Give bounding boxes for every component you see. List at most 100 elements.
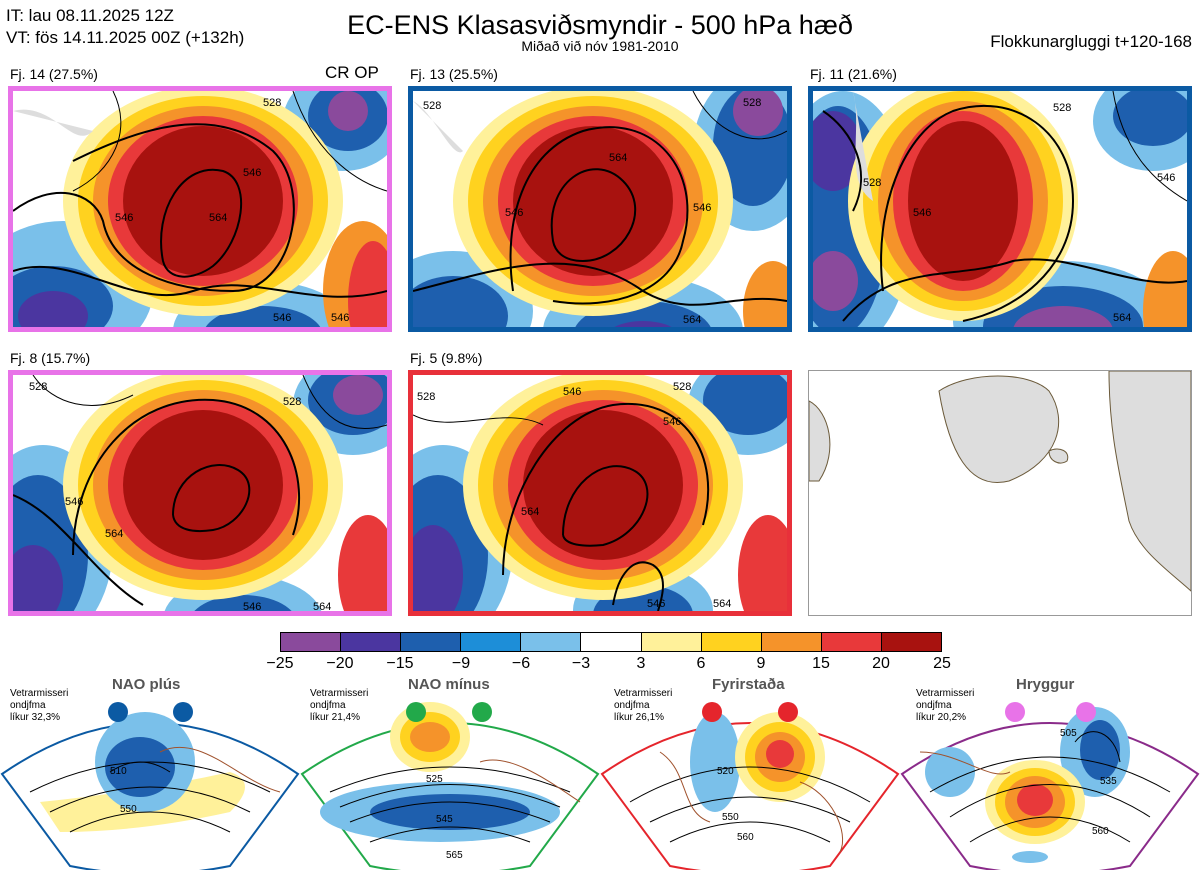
contour-label: 565 xyxy=(446,850,463,861)
regime-probability: líkur 32,3% xyxy=(10,712,61,723)
regime-season: Vetrarmisseri xyxy=(10,688,69,699)
regime-dot xyxy=(778,702,798,722)
anomaly-map-1: 546 564 546 546 528 546 xyxy=(13,91,387,327)
contour-label: 520 xyxy=(717,766,734,777)
colorbar-swatch xyxy=(341,633,402,651)
contour-label: 546 xyxy=(1157,172,1175,184)
colorbar-tick: −15 xyxy=(386,655,414,672)
colorbar-swatch xyxy=(281,633,342,651)
colorbar-swatch xyxy=(701,633,762,651)
contour-label: 564 xyxy=(313,601,331,611)
regime-blocking: Vetrarmisseri ondjfma líkur 26,1% Fyrirs… xyxy=(600,676,900,871)
regime-months: ondjfma xyxy=(310,700,346,711)
contour-label: 535 xyxy=(1100,776,1117,787)
anomaly-map-4: 528 546 564 528 546 564 xyxy=(13,375,387,611)
colorbar-tick: 20 xyxy=(872,655,890,672)
contour-label: 560 xyxy=(737,832,754,843)
contour-label: 546 xyxy=(243,167,261,179)
cluster-map-panel-4: 528 546 564 528 546 564 xyxy=(8,370,392,616)
colorbar-swatch xyxy=(581,633,642,651)
regime-dot xyxy=(472,702,492,722)
regime-season: Vetrarmisseri xyxy=(310,688,369,699)
colorbar-tick: −3 xyxy=(571,655,591,672)
contour-label: 564 xyxy=(713,598,731,610)
contour-label: 528 xyxy=(263,97,281,109)
colorbar-tick: −9 xyxy=(451,655,471,672)
regime-dot xyxy=(1076,702,1096,722)
contour-label: 550 xyxy=(120,804,137,815)
panel-2-label: Fj. 13 (25.5%) xyxy=(410,66,498,82)
contour-label: 564 xyxy=(105,528,123,540)
panel-4-label: Fj. 8 (15.7%) xyxy=(10,350,91,366)
contour-label: 564 xyxy=(683,314,701,326)
contour-label: 528 xyxy=(1053,102,1071,114)
regime-dot xyxy=(1005,702,1025,722)
contour-label: 546 xyxy=(65,496,83,508)
contour-label: 528 xyxy=(29,381,47,393)
contour-label: 546 xyxy=(331,312,349,324)
contour-label: 505 xyxy=(1060,728,1077,739)
contour-label: 564 xyxy=(521,506,539,518)
regime-months: ondjfma xyxy=(10,700,46,711)
contour-label: 564 xyxy=(1113,312,1131,324)
contour-label: 550 xyxy=(722,812,739,823)
contour-label: 546 xyxy=(663,416,681,428)
colorbar-swatch xyxy=(881,633,942,651)
contour-label: 546 xyxy=(913,207,931,219)
regime-season: Vetrarmisseri xyxy=(916,688,975,699)
colorbar-tick: −20 xyxy=(326,655,354,672)
contour-label: 528 xyxy=(417,391,435,403)
contour-label: 525 xyxy=(426,774,443,785)
contour-label: 528 xyxy=(863,177,881,189)
cluster-map-panel-2: 528 546 564 546 528 564 xyxy=(408,86,792,332)
regime-info: Vetrarmisseri ondjfma líkur 20,2% xyxy=(916,688,974,724)
contour-label: 510 xyxy=(110,766,127,777)
regime-title: Fyrirstaða xyxy=(712,676,785,693)
init-time: IT: lau 08.11.2025 12Z xyxy=(6,6,174,25)
regime-map: 520 550 560 xyxy=(600,702,900,870)
contour-label: 528 xyxy=(423,100,441,112)
regime-dot xyxy=(702,702,722,722)
anomaly-colorbar xyxy=(280,632,942,652)
regime-nao-minus: Vetrarmisseri ondjfma líkur 21,4% NAO mí… xyxy=(300,676,600,871)
regime-title: Hryggur xyxy=(1016,676,1075,693)
panel-1-label: Fj. 14 (27.5%) xyxy=(10,66,98,82)
regime-map: 525 545 565 xyxy=(300,702,600,870)
colorbar-tick: −25 xyxy=(266,655,294,672)
page-subtitle: Miðað við nóv 1981-2010 xyxy=(521,38,679,54)
regime-ridge: Vetrarmisseri ondjfma líkur 20,2% Hryggu… xyxy=(900,676,1200,871)
regime-map: 510 550 xyxy=(0,702,300,870)
colorbar-tick: 25 xyxy=(933,655,951,672)
colorbar-swatch xyxy=(461,633,522,651)
colorbar-swatch xyxy=(641,633,702,651)
colorbar-tick: 6 xyxy=(696,655,706,672)
regime-months: ondjfma xyxy=(614,700,650,711)
regime-info: Vetrarmisseri ondjfma líkur 26,1% xyxy=(614,688,672,724)
colorbar-swatch xyxy=(401,633,462,651)
colorbar-swatch xyxy=(821,633,882,651)
cluster-map-panel-1: 546 564 546 546 528 546 xyxy=(8,86,392,332)
panel-3-label: Fj. 11 (21.6%) xyxy=(810,66,897,82)
regime-info: Vetrarmisseri ondjfma líkur 21,4% xyxy=(310,688,368,724)
colorbar-tick: −6 xyxy=(511,655,531,672)
cluster-map-panel-3: 528 546 528 546 564 xyxy=(808,86,1192,332)
panel-1-tag: CR OP xyxy=(325,63,379,82)
contour-label: 560 xyxy=(1092,826,1109,837)
panel-5-label: Fj. 5 (9.8%) xyxy=(410,350,483,366)
contour-label: 564 xyxy=(609,152,627,164)
page-title: EC-ENS Klasasviðsmyndir - 500 hPa hæð xyxy=(347,10,853,40)
regime-title: NAO mínus xyxy=(408,676,490,693)
contour-label: 546 xyxy=(115,212,133,224)
contour-label: 545 xyxy=(436,814,453,825)
cluster-map-panel-5: 528 546 564 546 528 546 564 xyxy=(408,370,792,616)
regime-months: ondjfma xyxy=(916,700,952,711)
contour-label: 546 xyxy=(647,598,665,610)
classification-window: Flokkunargluggi t+120-168 xyxy=(990,32,1192,51)
regime-probability: líkur 26,1% xyxy=(614,712,665,723)
contour-label: 546 xyxy=(505,207,523,219)
regime-nao-plus: Vetrarmisseri ondjfma líkur 32,3% NAO pl… xyxy=(0,676,300,871)
anomaly-map-2: 528 546 564 546 528 564 xyxy=(413,91,787,327)
contour-label: 528 xyxy=(673,381,691,393)
regime-dot xyxy=(173,702,193,722)
header-times: IT: lau 08.11.2025 12Z VT: fös 14.11.202… xyxy=(6,5,244,49)
